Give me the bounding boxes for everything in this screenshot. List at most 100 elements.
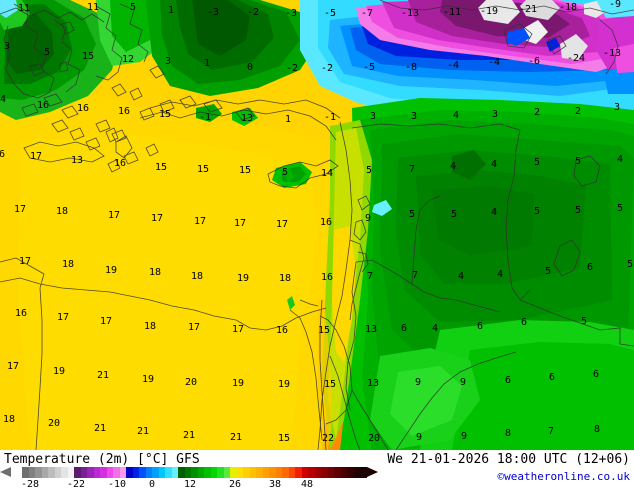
- temperature-value-label: 17: [18, 256, 32, 267]
- map-footer: Temperature (2m) [°C] GFS We 21-01-2026 …: [0, 450, 634, 490]
- colorbar-segment: [113, 467, 120, 478]
- colorbar-segment: [178, 467, 185, 478]
- map-title: Temperature (2m) [°C] GFS: [4, 452, 200, 467]
- colorbar-segment: [275, 467, 282, 478]
- temperature-value-label: 6: [476, 321, 484, 332]
- temperature-value-label: 9: [364, 213, 372, 224]
- temperature-value-label: 18: [61, 259, 75, 270]
- temperature-value-label: 1: [167, 5, 175, 16]
- temperature-value-label: 19: [236, 273, 250, 284]
- temperature-value-label: 9: [459, 377, 467, 388]
- colorbar-tick-label: 38: [268, 479, 282, 490]
- temperature-value-label: 4: [449, 161, 457, 172]
- colorbar-segment: [28, 467, 35, 478]
- temperature-value-label: 3: [369, 111, 377, 122]
- temperature-value-label: -3: [284, 8, 298, 19]
- temperature-value-label: 19: [52, 366, 66, 377]
- temperature-map[interactable]: 11 11 5 1 -3 -2 -3 -5 -7 -13 -11 -19 -21 -18 -9 3 5 15 12 3…: [0, 0, 634, 450]
- colorbar-segment: [35, 467, 42, 478]
- temperature-value-label: 5: [43, 47, 51, 58]
- temperature-field: [0, 0, 634, 450]
- temperature-value-label: 13: [240, 113, 254, 124]
- temperature-value-label: 11: [17, 3, 31, 14]
- temperature-value-label: 21: [96, 370, 110, 381]
- colorbar-tick-label: 0: [148, 479, 156, 490]
- temperature-value-label: 16: [14, 308, 28, 319]
- temperature-value-label: -6: [527, 56, 541, 67]
- temperature-value-label: -4: [446, 60, 460, 71]
- colorbar-segment: [243, 467, 250, 478]
- temperature-value-label: -8: [404, 62, 418, 73]
- temperature-value-label: 19: [231, 378, 245, 389]
- temperature-value-label: 8: [504, 428, 512, 439]
- temperature-value-label: 4: [457, 271, 465, 282]
- colorbar-segment: [217, 467, 224, 478]
- temperature-value-label: 21: [93, 423, 107, 434]
- temperature-value-label: 8: [593, 424, 601, 435]
- colorbar-segment: [139, 467, 146, 478]
- colorbar-segment: [249, 467, 256, 478]
- colorbar-segment: [67, 467, 74, 478]
- temperature-value-label: -21: [518, 4, 538, 15]
- colorbar-tick-label: -28: [20, 479, 40, 490]
- colorbar-segment: [100, 467, 107, 478]
- temperature-value-label: 7: [547, 426, 555, 437]
- colorbar-segment: [165, 467, 172, 478]
- temperature-value-label: -1: [198, 112, 212, 123]
- temperature-value-label: 18: [2, 414, 16, 425]
- temperature-value-label: 7: [408, 164, 416, 175]
- colorbar-segment: [236, 467, 243, 478]
- temperature-value-label: 4: [616, 154, 624, 165]
- temperature-value-label: 17: [150, 213, 164, 224]
- colorbar-tick-label: -10: [107, 479, 127, 490]
- temperature-value-label: 14: [320, 168, 334, 179]
- colorbar-segment: [314, 467, 321, 478]
- temperature-value-label: 9: [414, 377, 422, 388]
- colorbar-segment: [353, 467, 360, 478]
- temperature-value-label: 16: [319, 217, 333, 228]
- colorbar-segment: [171, 467, 178, 478]
- colorbar-segment: [126, 467, 133, 478]
- temperature-value-label: 5: [574, 205, 582, 216]
- colorbar-segment: [106, 467, 113, 478]
- colorbar-segment: [54, 467, 61, 478]
- temperature-value-label: 17: [13, 204, 27, 215]
- temperature-value-label: 15: [317, 325, 331, 336]
- temperature-value-label: 18: [143, 321, 157, 332]
- colorbar-tick-label: 48: [300, 479, 314, 490]
- temperature-value-label: 6: [504, 375, 512, 386]
- temperature-value-label: 9: [415, 432, 423, 443]
- temperature-value-label: -3: [206, 7, 220, 18]
- colorbar-segment: [269, 467, 276, 478]
- temperature-value-label: 9: [460, 431, 468, 442]
- temperature-value-label: 20: [367, 433, 381, 444]
- temperature-value-label: -1: [323, 112, 337, 123]
- temperature-value-label: 6: [520, 317, 528, 328]
- temperature-value-label: 21: [229, 432, 243, 443]
- temperature-value-label: 6: [592, 369, 600, 380]
- temperature-value-label: 4: [431, 323, 439, 334]
- colorbar-segment: [327, 467, 334, 478]
- temperature-value-label: 1: [284, 114, 292, 125]
- temperature-value-label: 5: [450, 209, 458, 220]
- temperature-value-label: 6: [548, 372, 556, 383]
- colorbar-ticks: -28 -22 -10 0 12 26 38 48: [0, 479, 320, 490]
- copyright-link[interactable]: ©weatheronline.co.uk: [497, 470, 630, 483]
- colorbar-segment: [256, 467, 263, 478]
- temperature-value-label: 17: [275, 219, 289, 230]
- temperature-value-label: 13: [366, 378, 380, 389]
- colorbar-segment: [152, 467, 159, 478]
- temperature-value-label: 11: [86, 2, 100, 13]
- colorbar-segment: [262, 467, 269, 478]
- temperature-value-label: 12: [121, 54, 135, 65]
- temperature-value-label: 5: [533, 206, 541, 217]
- temperature-value-label: 20: [47, 418, 61, 429]
- temperature-value-label: -7: [360, 8, 374, 19]
- temperature-value-label: 4: [0, 94, 7, 105]
- model-run-timestamp: We 21-01-2026 18:00 UTC (12+06): [387, 452, 630, 467]
- temperature-value-label: 18: [278, 273, 292, 284]
- temperature-value-label: 17: [231, 324, 245, 335]
- temperature-value-label: -9: [608, 0, 622, 10]
- temperature-value-label: 5: [281, 167, 289, 178]
